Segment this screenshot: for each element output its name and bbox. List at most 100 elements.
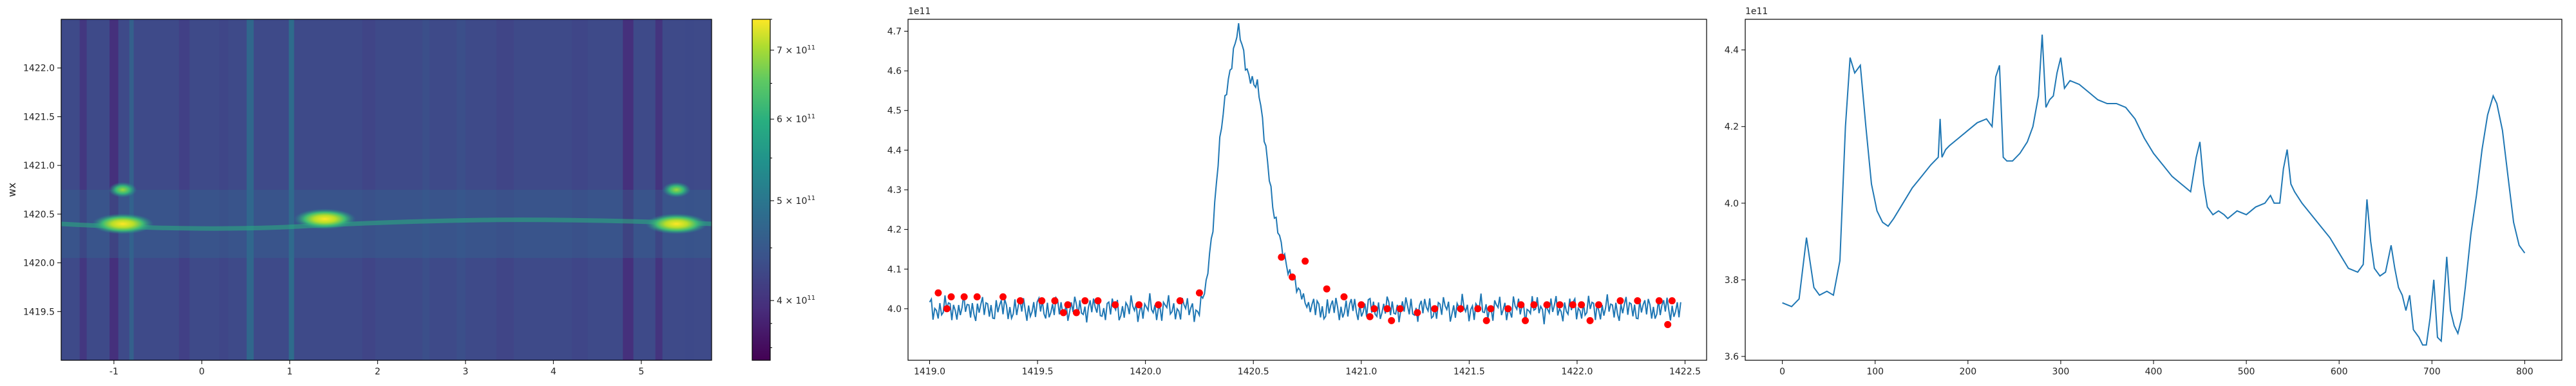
- line-peaks-x-tick-label: 1422.0: [1561, 367, 1593, 377]
- line-profile-x-tick-label: 300: [2052, 367, 2070, 377]
- peak-marker: [1155, 301, 1162, 309]
- peak-marker: [1278, 253, 1285, 261]
- line-profile-x-ticks: 0 100 200 300 400 500 600 700 800: [1779, 360, 2533, 377]
- line-peaks-x-tick-label: 1420.5: [1238, 367, 1269, 377]
- line-profile-y-tick-label: 3.6: [1725, 352, 1739, 362]
- heatmap-y-tick-label: 1420.0: [23, 259, 55, 269]
- line-profile-x-tick-label: 500: [2238, 367, 2255, 377]
- line-peaks-x-tick-label: 1422.5: [1669, 367, 1701, 377]
- line-peaks-y-tick-label: 4.5: [887, 106, 902, 116]
- line-peaks-x-ticks: 1419.0 1419.5 1420.0 1420.5 1421.0 1421.5 1422…: [914, 360, 1701, 377]
- line-peaks-y-ticks: 4.0 4.1 4.2 4.3 4.4 4.5 4.6 4.7: [887, 26, 908, 315]
- peak-marker: [1370, 305, 1378, 313]
- peak-marker: [1431, 305, 1439, 313]
- heatmap-bright-spot: [108, 182, 137, 198]
- line-profile-x-tick-label: 800: [2516, 367, 2533, 377]
- colorbar-tick-label: 5 × 1011: [777, 195, 815, 207]
- heatmap-bright-spot: [294, 208, 356, 230]
- heatmap-y-tick-label: 1419.5: [23, 307, 55, 317]
- peak-marker: [1094, 297, 1102, 305]
- peak-marker: [1323, 285, 1331, 293]
- heatmap-y-label: wx: [6, 183, 18, 198]
- heatmap-x-tick-label: 5: [638, 367, 644, 377]
- line-profile-y-ticks: 3.6 3.8 4.0 4.2 4.4: [1725, 46, 1745, 362]
- heatmap-frame: [61, 19, 712, 361]
- line-profile-y-tick-label: 4.2: [1725, 122, 1739, 133]
- peak-marker: [1556, 301, 1564, 309]
- heatmap-bright-spot: [662, 182, 691, 198]
- line-peaks-y-tick-label: 4.2: [887, 225, 902, 235]
- peak-marker: [1289, 273, 1296, 281]
- peak-marker: [1358, 301, 1365, 309]
- peak-marker: [973, 293, 981, 300]
- peak-marker: [1530, 301, 1538, 309]
- line-peaks-x-tick-label: 1421.5: [1454, 367, 1485, 377]
- line-peaks-y-tick-label: 4.7: [887, 26, 902, 37]
- peak-marker: [947, 293, 955, 300]
- line-peaks-x-tick-label: 1421.0: [1345, 367, 1377, 377]
- line-profile-series: [1782, 34, 2526, 346]
- heatmap-stripe: [289, 19, 294, 360]
- peak-marker: [1383, 305, 1391, 313]
- peak-marker: [1176, 297, 1184, 305]
- heatmap-stripe: [623, 19, 634, 360]
- peak-marker: [1655, 297, 1663, 305]
- line-peaks-y-tick-label: 4.0: [887, 304, 902, 315]
- colorbar-tick-label: 7 × 1011: [777, 44, 815, 56]
- peak-marker: [1521, 317, 1529, 324]
- line-peaks-series: [929, 23, 1681, 325]
- peak-marker: [1072, 309, 1080, 317]
- peak-marker: [1051, 297, 1059, 305]
- line-profile-y-tick-label: 4.4: [1725, 46, 1739, 56]
- heatmap-x-tick-label: 4: [551, 367, 556, 377]
- heatmap-y-tick-label: 1420.5: [23, 210, 55, 220]
- heatmap-x-tick-label: 0: [199, 367, 205, 377]
- colorbar-tick-label: 4 × 1011: [777, 295, 815, 306]
- line-profile-y-tick-label: 3.8: [1725, 275, 1739, 286]
- peak-marker: [1059, 309, 1067, 317]
- line-peaks-offset-label: 1e11: [908, 6, 931, 17]
- heatmap-stripe: [178, 19, 190, 360]
- heatmap-stripe: [457, 19, 466, 360]
- colorbar-gradient: [752, 19, 770, 360]
- heatmap-y-tick-label: 1422.0: [23, 64, 55, 74]
- heatmap-stripe: [571, 19, 588, 360]
- heatmap-stripe: [79, 19, 87, 360]
- line-profile-x-tick-label: 700: [2423, 367, 2441, 377]
- heatmap-stripe: [422, 19, 430, 360]
- peak-marker: [1664, 321, 1672, 329]
- colorbar-ticks: 4 × 1011 5 × 1011 6 × 1011 7 × 1011: [770, 19, 815, 348]
- line-peaks-y-tick-label: 4.4: [887, 145, 902, 156]
- peak-marker: [1302, 257, 1309, 265]
- line-profile-path: [1782, 34, 2526, 346]
- peak-marker: [1487, 305, 1495, 313]
- heatmap-panel: -1 0 1 2 3 4 5 1419.51420.01420.51421.01421.51…: [6, 19, 712, 377]
- heatmap-bright-spot: [645, 214, 708, 234]
- peak-marker: [1504, 305, 1512, 313]
- peak-marker: [999, 293, 1007, 300]
- line-peaks-y-tick-label: 4.6: [887, 66, 902, 77]
- heatmap-background: [61, 19, 712, 360]
- peak-marker: [1668, 297, 1676, 305]
- line-peaks-y-tick-label: 4.3: [887, 185, 902, 196]
- heatmap-stripe: [496, 19, 514, 360]
- heatmap-x-tick-label: 1: [287, 367, 292, 377]
- peak-marker: [1634, 297, 1642, 305]
- peak-marker: [1064, 301, 1072, 309]
- peak-marker: [1586, 317, 1594, 324]
- peak-marker: [1081, 297, 1089, 305]
- colorbar-frame: [752, 19, 771, 361]
- heatmap-x-tick-label: -1: [109, 367, 118, 377]
- heatmap-stripe: [246, 19, 254, 360]
- colorbar-panel: 4 × 1011 5 × 1011 6 × 1011 7 × 1011: [752, 19, 815, 361]
- peak-markers: [934, 253, 1676, 329]
- line-peaks-panel: 1e11 1419.0 1419.5 1420.0 1420.5 1421.0 1421.…: [887, 6, 1707, 377]
- peak-marker: [1578, 301, 1586, 309]
- peak-marker: [1474, 305, 1482, 313]
- line-profile-frame: [1745, 19, 2562, 361]
- heatmap-stripe: [362, 19, 375, 360]
- line-profile-offset-label: 1e11: [1745, 6, 1768, 17]
- heatmap-x-tick-label: 2: [375, 367, 381, 377]
- line-profile-x-tick-label: 200: [1959, 367, 1976, 377]
